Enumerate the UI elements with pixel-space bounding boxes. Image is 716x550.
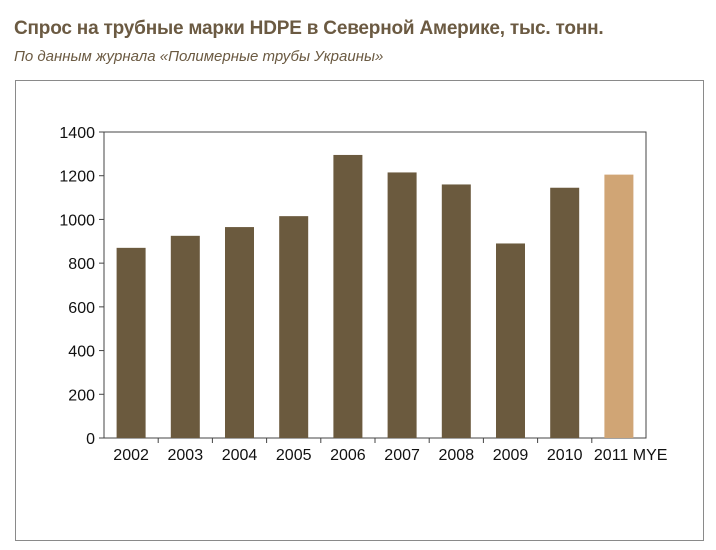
bar bbox=[225, 227, 254, 438]
y-tick-label: 0 bbox=[86, 431, 95, 448]
y-tick-label: 1000 bbox=[59, 212, 95, 229]
x-tick-label: 2009 bbox=[493, 447, 529, 464]
x-tick-label: 2007 bbox=[384, 447, 420, 464]
chart-subtitle: По данным журнала «Полимерные трубы Укра… bbox=[14, 48, 384, 65]
bar bbox=[550, 187, 580, 438]
bar bbox=[170, 235, 200, 438]
x-tick-label: 2004 bbox=[222, 447, 258, 464]
y-tick-label: 800 bbox=[68, 256, 95, 273]
x-tick-label: 2011 MYE bbox=[594, 447, 668, 464]
chart-frame: 0 200 400 600 800 1000 1200 1400 2002 2003 2004 200… bbox=[15, 80, 704, 541]
bar bbox=[496, 243, 525, 438]
x-tick-label: 2002 bbox=[113, 447, 149, 464]
bar-chart: 0 200 400 600 800 1000 1200 1400 2002 2003 2004 200… bbox=[59, 125, 668, 464]
bar bbox=[279, 216, 309, 438]
x-tick-label: 2010 bbox=[547, 447, 583, 464]
y-tick-label: 400 bbox=[68, 344, 95, 361]
x-tick-label: 2005 bbox=[276, 447, 312, 464]
bar bbox=[116, 247, 146, 438]
x-tick-label: 2003 bbox=[168, 447, 204, 464]
bar bbox=[387, 172, 417, 438]
x-tick-label: 2008 bbox=[439, 447, 475, 464]
y-tick-label: 600 bbox=[68, 300, 95, 317]
bar bbox=[604, 174, 634, 438]
bar bbox=[333, 154, 363, 438]
y-tick-label: 1200 bbox=[59, 169, 95, 186]
y-tick-label: 1400 bbox=[59, 125, 95, 142]
chart-title: Спрос на трубные марки HDPE в Северной А… bbox=[14, 18, 604, 39]
y-tick-label: 200 bbox=[68, 387, 95, 404]
x-tick-label: 2006 bbox=[330, 447, 366, 464]
bar bbox=[441, 184, 471, 438]
